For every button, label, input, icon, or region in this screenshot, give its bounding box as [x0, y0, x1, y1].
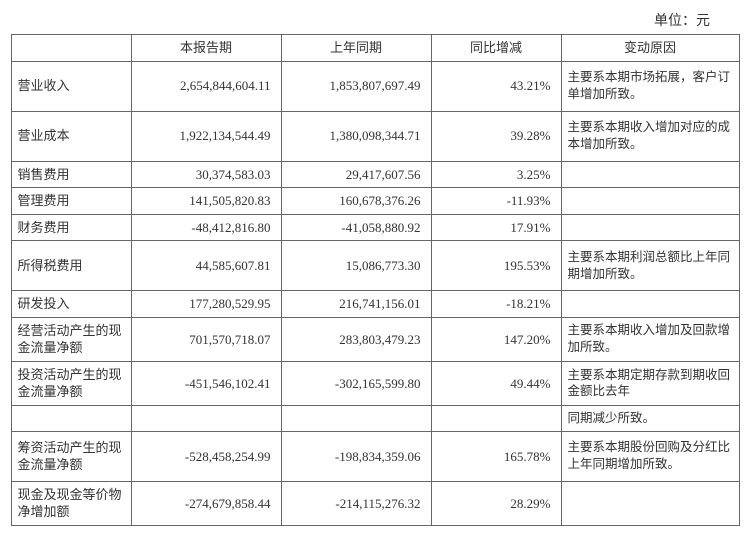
header-current: 本报告期 [131, 35, 281, 62]
table-row: 销售费用30,374,583.0329,417,607.563.25% [11, 161, 739, 188]
row-reason [561, 214, 739, 241]
row-label: 营业成本 [11, 111, 131, 161]
row-current: 701,570,718.07 [131, 317, 281, 361]
table-row: 经营活动产生的现金流量净额701,570,718.07283,803,479.2… [11, 317, 739, 361]
row-reason: 主要系本期股份回购及分红比上年同期增加所致。 [561, 431, 739, 481]
row-pct: 43.21% [431, 61, 561, 111]
row-pct: 39.28% [431, 111, 561, 161]
row-previous: -214,115,276.32 [281, 481, 431, 525]
row-label: 投资活动产生的现金流量净额 [11, 361, 131, 405]
row-reason: 主要系本期收入增加对应的成本增加所致。 [561, 111, 739, 161]
table-row: 研发投入177,280,529.95216,741,156.01-18.21% [11, 291, 739, 318]
table-row: 所得税费用44,585,607.8115,086,773.30195.53%主要… [11, 241, 739, 291]
row-current: 141,505,820.83 [131, 188, 281, 215]
row-pct: 3.25% [431, 161, 561, 188]
row-reason: 主要系本期利润总额比上年同期增加所致。 [561, 241, 739, 291]
table-row: 投资活动产生的现金流量净额-451,546,102.41-302,165,599… [11, 361, 739, 405]
row-previous: 1,853,807,697.49 [281, 61, 431, 111]
row-current: 44,585,607.81 [131, 241, 281, 291]
row-current: 177,280,529.95 [131, 291, 281, 318]
table-row: 营业成本1,922,134,544.491,380,098,344.7139.2… [11, 111, 739, 161]
row-reason [561, 481, 739, 525]
row-current: -274,679,858.44 [131, 481, 281, 525]
row-label: 现金及现金等价物净增加额 [11, 481, 131, 525]
row-pct [431, 405, 561, 431]
row-pct: 17.91% [431, 214, 561, 241]
table-row: 管理费用141,505,820.83160,678,376.26-11.93% [11, 188, 739, 215]
row-reason: 同期减少所致。 [561, 405, 739, 431]
table-row: 筹资活动产生的现金流量净额-528,458,254.99-198,834,359… [11, 431, 739, 481]
row-previous: 160,678,376.26 [281, 188, 431, 215]
row-reason: 主要系本期市场拓展，客户订单增加所致。 [561, 61, 739, 111]
unit-label: 单位：元 [10, 10, 740, 30]
row-label: 所得税费用 [11, 241, 131, 291]
row-label: 管理费用 [11, 188, 131, 215]
row-label [11, 405, 131, 431]
row-label: 销售费用 [11, 161, 131, 188]
row-previous: 216,741,156.01 [281, 291, 431, 318]
row-current: 30,374,583.03 [131, 161, 281, 188]
table-row: 同期减少所致。 [11, 405, 739, 431]
header-row: 本报告期 上年同期 同比增减 变动原因 [11, 35, 739, 62]
row-previous: 15,086,773.30 [281, 241, 431, 291]
row-current [131, 405, 281, 431]
row-label: 研发投入 [11, 291, 131, 318]
row-pct: 28.29% [431, 481, 561, 525]
row-previous: -302,165,599.80 [281, 361, 431, 405]
row-current: 1,922,134,544.49 [131, 111, 281, 161]
table-row: 现金及现金等价物净增加额-274,679,858.44-214,115,276.… [11, 481, 739, 525]
header-previous: 上年同期 [281, 35, 431, 62]
row-reason: 主要系本期定期存款到期收回金额比去年 [561, 361, 739, 405]
header-blank [11, 35, 131, 62]
row-pct: -11.93% [431, 188, 561, 215]
row-pct: 147.20% [431, 317, 561, 361]
row-current: -528,458,254.99 [131, 431, 281, 481]
row-reason: 主要系本期收入增加及回款增加所致。 [561, 317, 739, 361]
row-pct: 195.53% [431, 241, 561, 291]
table-row: 营业收入2,654,844,604.111,853,807,697.4943.2… [11, 61, 739, 111]
table-row: 财务费用-48,412,816.80-41,058,880.9217.91% [11, 214, 739, 241]
row-label: 财务费用 [11, 214, 131, 241]
row-current: 2,654,844,604.11 [131, 61, 281, 111]
row-reason [561, 291, 739, 318]
row-label: 营业收入 [11, 61, 131, 111]
row-current: -451,546,102.41 [131, 361, 281, 405]
row-reason [561, 161, 739, 188]
row-pct: 49.44% [431, 361, 561, 405]
row-current: -48,412,816.80 [131, 214, 281, 241]
row-reason [561, 188, 739, 215]
row-previous: -198,834,359.06 [281, 431, 431, 481]
row-label: 筹资活动产生的现金流量净额 [11, 431, 131, 481]
financial-table: 本报告期 上年同期 同比增减 变动原因 营业收入2,654,844,604.11… [11, 34, 740, 526]
row-previous: -41,058,880.92 [281, 214, 431, 241]
row-previous [281, 405, 431, 431]
row-previous: 1,380,098,344.71 [281, 111, 431, 161]
row-label: 经营活动产生的现金流量净额 [11, 317, 131, 361]
row-pct: 165.78% [431, 431, 561, 481]
header-reason: 变动原因 [561, 35, 739, 62]
row-previous: 29,417,607.56 [281, 161, 431, 188]
row-pct: -18.21% [431, 291, 561, 318]
row-previous: 283,803,479.23 [281, 317, 431, 361]
header-change: 同比增减 [431, 35, 561, 62]
